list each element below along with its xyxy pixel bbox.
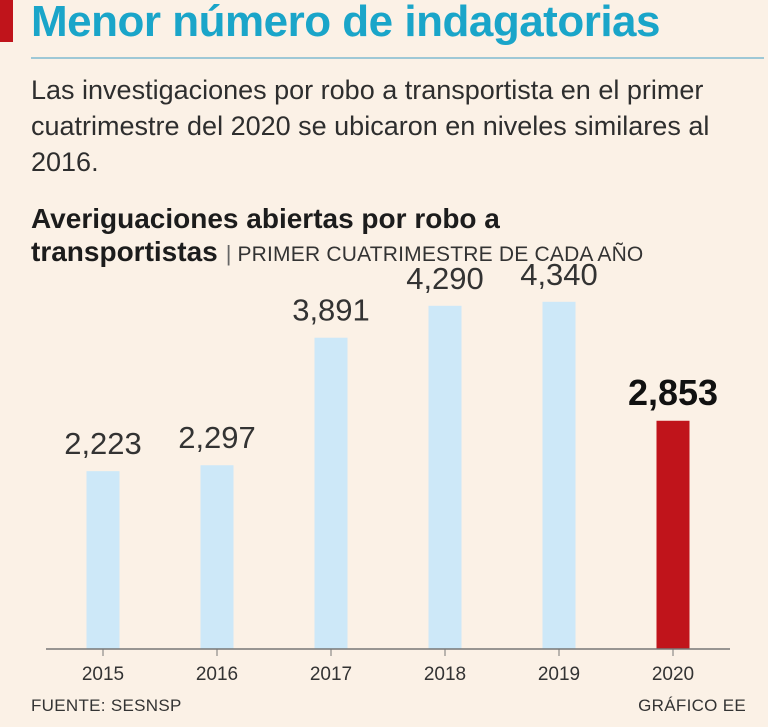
accent-bar bbox=[0, 0, 13, 42]
chart-title: Averiguaciones abiertas por robo a trans… bbox=[31, 202, 643, 271]
bar-2018 bbox=[428, 305, 462, 649]
headline-rule bbox=[31, 57, 764, 59]
x-tick-label-2016: 2016 bbox=[196, 664, 238, 685]
value-label-2018: 4,290 bbox=[406, 261, 484, 296]
x-tick-label-2019: 2019 bbox=[538, 664, 580, 685]
value-label-2019: 4,340 bbox=[520, 257, 598, 292]
x-tick-label-2017: 2017 bbox=[310, 664, 352, 685]
bar-2019 bbox=[542, 301, 576, 649]
value-label-2020: 2,853 bbox=[628, 372, 718, 413]
headline: Menor número de indagatorias bbox=[31, 0, 660, 46]
title-separator: | bbox=[225, 241, 232, 266]
graphic-credit: GRÁFICO EE bbox=[638, 696, 746, 715]
source-note: FUENTE: SESNSP bbox=[31, 696, 182, 715]
chart-subtitle: PRIMER CUATRIMESTRE DE CADA AÑO bbox=[237, 243, 644, 266]
value-label-2015: 2,223 bbox=[64, 426, 142, 461]
value-label-2016: 2,297 bbox=[178, 420, 256, 455]
x-tick-label-2020: 2020 bbox=[652, 664, 694, 685]
bar-2017 bbox=[314, 337, 348, 649]
chart-title-line2: transportistas bbox=[31, 236, 218, 267]
bar-2015 bbox=[86, 471, 120, 649]
value-label-2017: 3,891 bbox=[292, 293, 370, 328]
chart-title-line1: Averiguaciones abiertas por robo a bbox=[31, 203, 500, 234]
x-tick-label-2018: 2018 bbox=[424, 664, 466, 685]
bar-2016 bbox=[200, 465, 234, 649]
bar-2020 bbox=[656, 420, 690, 649]
x-tick-label-2015: 2015 bbox=[82, 664, 124, 685]
intro-text: Las investigaciones por robo a transport… bbox=[31, 75, 710, 177]
